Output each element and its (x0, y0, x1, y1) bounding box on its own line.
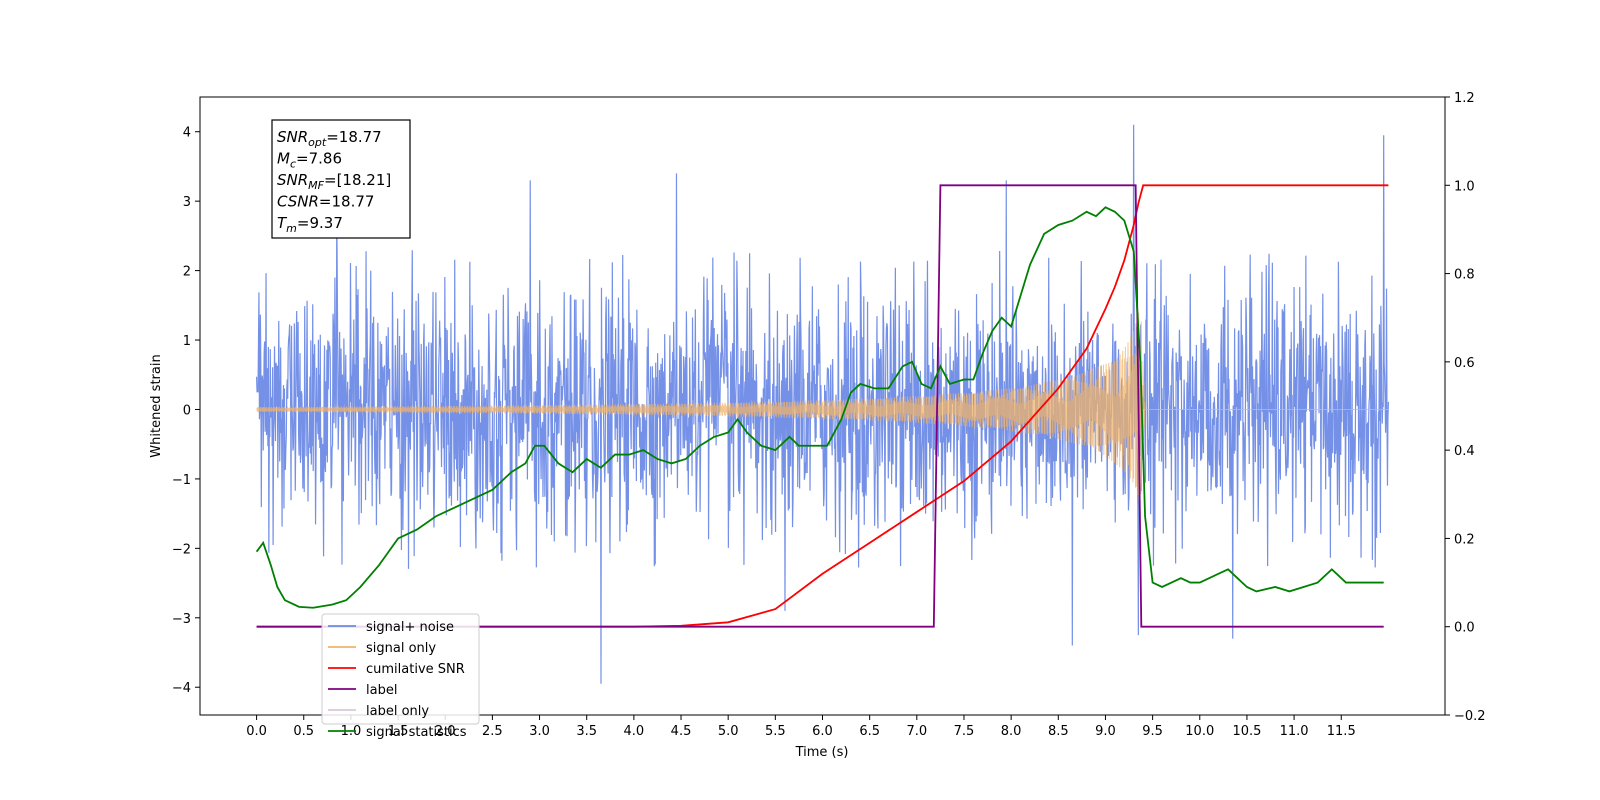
x-tick-label: 8.5 (1048, 724, 1069, 739)
y2-tick-label: 0.2 (1454, 532, 1475, 547)
y-axis-left: 4 3 2 1 0 −1 −2 −3 −4 (172, 126, 200, 696)
annotation-line: CSNR=18.77 (277, 193, 374, 211)
y-tick-label: 1 (183, 334, 191, 349)
annotation-line: Mc=7.86 (277, 150, 342, 171)
x-tick-label: 10.5 (1232, 724, 1261, 739)
y-axis-right: 1.2 1.0 0.8 0.6 0.4 0.2 0.0 −0.2 (1445, 91, 1486, 724)
x-tick-label: 7.5 (954, 724, 975, 739)
x-tick-label: 6.5 (859, 724, 880, 739)
series-signal-statistics (255, 206, 1384, 609)
annotation-line: Tm=9.37 (277, 214, 343, 235)
x-tick-label: 11.0 (1280, 724, 1309, 739)
y-tick-label: −4 (172, 681, 191, 696)
x-axis-label: Time (s) (795, 745, 849, 760)
annotation-frame (271, 119, 411, 239)
y-tick-label: −2 (172, 542, 191, 557)
series-signal-noise (255, 124, 1390, 684)
legend: signal+ noise signal only cumilative SNR la… (321, 613, 480, 740)
x-axis: 0.0 0.5 1.0 1.5 2.0 2.5 3.0 3.5 4.0 4.5 5.0 5.5 6.0 6… (246, 715, 1356, 739)
x-tick-label: 2.5 (482, 724, 503, 739)
x-tick-label: 8.0 (1001, 724, 1022, 739)
x-tick-label: 10.0 (1185, 724, 1214, 739)
x-tick-label: 1.5 (388, 724, 409, 739)
y-tick-label: 3 (183, 195, 191, 210)
legend-label: signal+ noise (366, 620, 454, 635)
x-tick-label: 3.5 (576, 724, 597, 739)
y2-tick-label: 0.4 (1454, 444, 1475, 459)
y2-tick-label: 1.2 (1454, 91, 1475, 106)
series-layer (255, 124, 1390, 684)
annotation-line: SNRMF=[18.21] (277, 171, 391, 192)
annotation-box: SNRopt=18.77Mc=7.86SNRMF=[18.21]CSNR=18.… (271, 119, 411, 239)
y2-tick-label: 0.8 (1454, 268, 1475, 283)
y2-tick-label: 0.0 (1454, 621, 1475, 636)
y2-tick-label: −0.2 (1454, 709, 1486, 724)
series-signal-only (256, 312, 1389, 500)
x-tick-label: 2.0 (435, 724, 456, 739)
y2-tick-label: 1.0 (1454, 179, 1475, 194)
x-tick-label: 0.0 (246, 724, 267, 739)
y-axis-label: Whitened strain (149, 354, 164, 457)
x-tick-label: 4.0 (624, 724, 645, 739)
x-tick-label: 4.5 (671, 724, 692, 739)
y-tick-label: 0 (183, 403, 191, 418)
legend-label: label (366, 683, 397, 698)
annotation-line: SNRopt=18.77 (277, 128, 382, 149)
x-tick-label: 11.5 (1327, 724, 1356, 739)
legend-frame (321, 613, 480, 725)
legend-label: signal statistics (366, 725, 467, 740)
x-tick-label: 9.5 (1142, 724, 1163, 739)
y-tick-label: −3 (172, 612, 191, 627)
x-tick-label: 3.0 (529, 724, 550, 739)
legend-label: cumilative SNR (366, 662, 465, 677)
y2-tick-label: 0.6 (1454, 356, 1475, 371)
y-tick-label: 2 (183, 265, 191, 280)
x-tick-label: 6.0 (812, 724, 833, 739)
x-tick-label: 7.0 (906, 724, 927, 739)
x-tick-label: 5.5 (765, 724, 786, 739)
legend-label: label only (366, 704, 429, 719)
x-tick-label: 5.0 (718, 724, 739, 739)
y-tick-label: 4 (183, 126, 191, 141)
series-cumulative-snr (256, 184, 1389, 628)
x-tick-label: 0.5 (293, 724, 314, 739)
legend-label: signal only (366, 641, 436, 656)
y-tick-label: −1 (172, 473, 191, 488)
x-tick-label: 9.0 (1095, 724, 1116, 739)
series-label (256, 184, 1384, 628)
